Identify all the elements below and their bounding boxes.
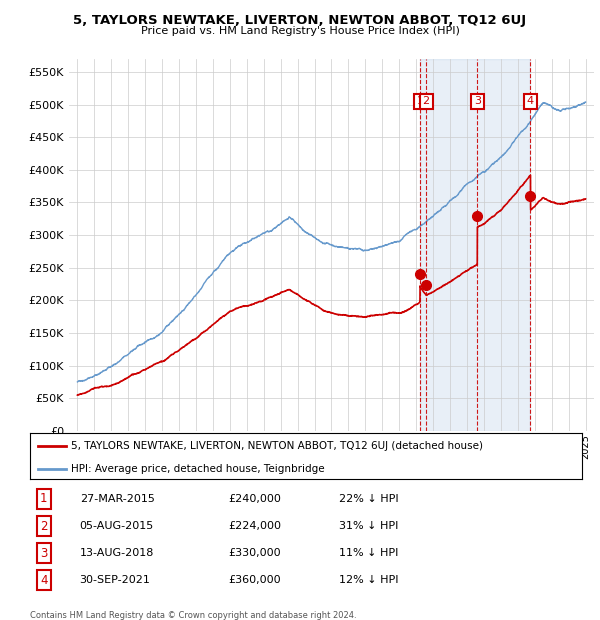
Text: 27-MAR-2015: 27-MAR-2015 [80, 494, 155, 504]
Text: 1: 1 [416, 96, 424, 106]
Text: 2: 2 [422, 96, 430, 106]
Text: 05-AUG-2015: 05-AUG-2015 [80, 521, 154, 531]
Text: 5, TAYLORS NEWTAKE, LIVERTON, NEWTON ABBOT, TQ12 6UJ (detached house): 5, TAYLORS NEWTAKE, LIVERTON, NEWTON ABB… [71, 441, 484, 451]
Text: Price paid vs. HM Land Registry's House Price Index (HPI): Price paid vs. HM Land Registry's House … [140, 26, 460, 36]
Text: 2: 2 [40, 520, 47, 533]
Text: £360,000: £360,000 [229, 575, 281, 585]
Text: 12% ↓ HPI: 12% ↓ HPI [339, 575, 398, 585]
Text: Contains HM Land Registry data © Crown copyright and database right 2024.: Contains HM Land Registry data © Crown c… [30, 611, 356, 620]
Text: 31% ↓ HPI: 31% ↓ HPI [339, 521, 398, 531]
Text: 11% ↓ HPI: 11% ↓ HPI [339, 548, 398, 558]
Text: 1: 1 [40, 492, 47, 505]
Text: 3: 3 [40, 547, 47, 560]
Text: £330,000: £330,000 [229, 548, 281, 558]
Text: 5, TAYLORS NEWTAKE, LIVERTON, NEWTON ABBOT, TQ12 6UJ: 5, TAYLORS NEWTAKE, LIVERTON, NEWTON ABB… [73, 14, 527, 27]
Text: 4: 4 [527, 96, 534, 106]
Text: HPI: Average price, detached house, Teignbridge: HPI: Average price, detached house, Teig… [71, 464, 325, 474]
Text: £240,000: £240,000 [229, 494, 281, 504]
Text: £224,000: £224,000 [229, 521, 282, 531]
Text: 3: 3 [474, 96, 481, 106]
Text: 4: 4 [40, 574, 47, 587]
Bar [420, 59, 530, 431]
Text: 22% ↓ HPI: 22% ↓ HPI [339, 494, 399, 504]
Text: 30-SEP-2021: 30-SEP-2021 [80, 575, 151, 585]
Text: 13-AUG-2018: 13-AUG-2018 [80, 548, 154, 558]
